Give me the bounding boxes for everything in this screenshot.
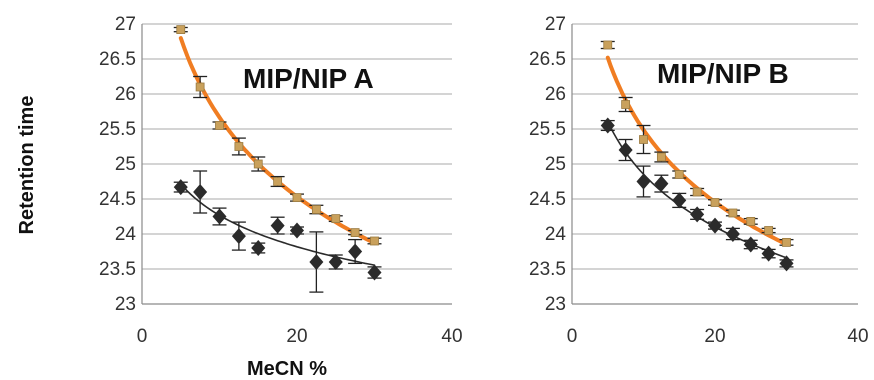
y-tick-label: 25.5 bbox=[529, 119, 566, 140]
nip-data-point bbox=[328, 254, 343, 270]
nip-data-point bbox=[173, 179, 188, 196]
x-tick-label: 20 bbox=[704, 326, 725, 347]
x-tick-label: 0 bbox=[567, 326, 578, 347]
nip-data-point bbox=[290, 222, 304, 239]
y-tick-label: 26 bbox=[115, 84, 136, 105]
nip-data-point bbox=[636, 173, 651, 190]
nip-data-point bbox=[743, 236, 758, 253]
mip-data-point bbox=[621, 100, 631, 109]
nip-data-point bbox=[690, 206, 705, 223]
y-tick-label: 27 bbox=[545, 14, 566, 35]
y-tick-label: 27 bbox=[115, 14, 136, 35]
nip-data-point bbox=[654, 175, 669, 192]
nip-fit-curve bbox=[180, 183, 376, 266]
nip-data-point bbox=[231, 228, 246, 245]
x-tick-label: 0 bbox=[137, 326, 148, 347]
mip-data-point bbox=[273, 177, 283, 186]
y-tick-label: 25.5 bbox=[99, 119, 136, 140]
y-tick-label: 23.5 bbox=[529, 259, 566, 280]
chart-panel-a: 23 23.5 24 24.5 25 25.5 26 26.5 27 0 20 40 bbox=[99, 14, 463, 347]
y-tick-label: 23.5 bbox=[99, 259, 136, 280]
y-tick-label: 25 bbox=[545, 154, 566, 175]
nip-data-point bbox=[193, 184, 208, 200]
nip-data-point bbox=[367, 264, 382, 281]
y-tick-label: 26.5 bbox=[529, 49, 566, 70]
y-tick-label: 26.5 bbox=[99, 49, 136, 70]
nip-data-point bbox=[600, 117, 615, 134]
nip-data-point bbox=[725, 226, 740, 242]
mip-data-point bbox=[292, 193, 302, 203]
nip-data-point bbox=[309, 254, 324, 270]
panel-b-title: MIP/NIP B bbox=[657, 58, 789, 89]
nip-data-point bbox=[708, 217, 722, 234]
nip-data-point bbox=[618, 142, 633, 158]
mip-data-point bbox=[639, 135, 648, 144]
mip-data-point bbox=[782, 237, 791, 247]
mip-data-point bbox=[710, 198, 720, 207]
x-tick-label: 20 bbox=[286, 326, 307, 347]
mip-data-point bbox=[746, 216, 756, 226]
x-tick-label: 40 bbox=[847, 326, 868, 347]
chart-panel-b: 23 23.5 24 24.5 25 25.5 26 26.5 27 0 20 40 bbox=[529, 14, 869, 347]
mip-data-point bbox=[215, 121, 224, 130]
nip-data-point bbox=[779, 255, 794, 272]
mip-data-point bbox=[692, 187, 702, 197]
mip-data-point bbox=[234, 142, 244, 151]
x-axis-title: MeCN % bbox=[247, 358, 327, 380]
nip-data-point bbox=[270, 217, 285, 234]
y-tick-label: 25 bbox=[115, 154, 136, 175]
nip-data-point bbox=[212, 208, 227, 225]
nip-data-point bbox=[761, 245, 776, 262]
y-axis-title: Retention time bbox=[16, 96, 38, 235]
mip-data-point bbox=[195, 82, 205, 92]
mip-data-point bbox=[176, 25, 186, 35]
mip-data-point bbox=[331, 214, 341, 224]
y-tick-label: 23 bbox=[115, 294, 136, 315]
nip-data-point bbox=[348, 243, 363, 260]
x-tick-label: 40 bbox=[441, 326, 462, 347]
mip-data-point bbox=[370, 236, 379, 246]
y-tick-label: 26 bbox=[545, 84, 566, 105]
y-tick-label: 24.5 bbox=[99, 189, 136, 210]
mip-data-point bbox=[311, 205, 321, 214]
mip-data-point bbox=[603, 40, 613, 50]
nip-data-point bbox=[251, 240, 266, 256]
mip-data-point bbox=[350, 228, 360, 238]
mip-data-point bbox=[656, 152, 666, 162]
mip-data-point bbox=[728, 208, 738, 218]
y-tick-label: 24 bbox=[545, 224, 567, 245]
y-tick-label: 24.5 bbox=[529, 189, 566, 210]
panel-a-title: MIP/NIP A bbox=[243, 63, 374, 94]
mip-data-point bbox=[674, 170, 684, 179]
mip-data-point bbox=[253, 159, 263, 169]
nip-data-point bbox=[672, 192, 687, 209]
y-tick-label: 24 bbox=[115, 224, 137, 245]
y-tick-label: 23 bbox=[545, 294, 566, 315]
mip-data-point bbox=[764, 226, 774, 235]
